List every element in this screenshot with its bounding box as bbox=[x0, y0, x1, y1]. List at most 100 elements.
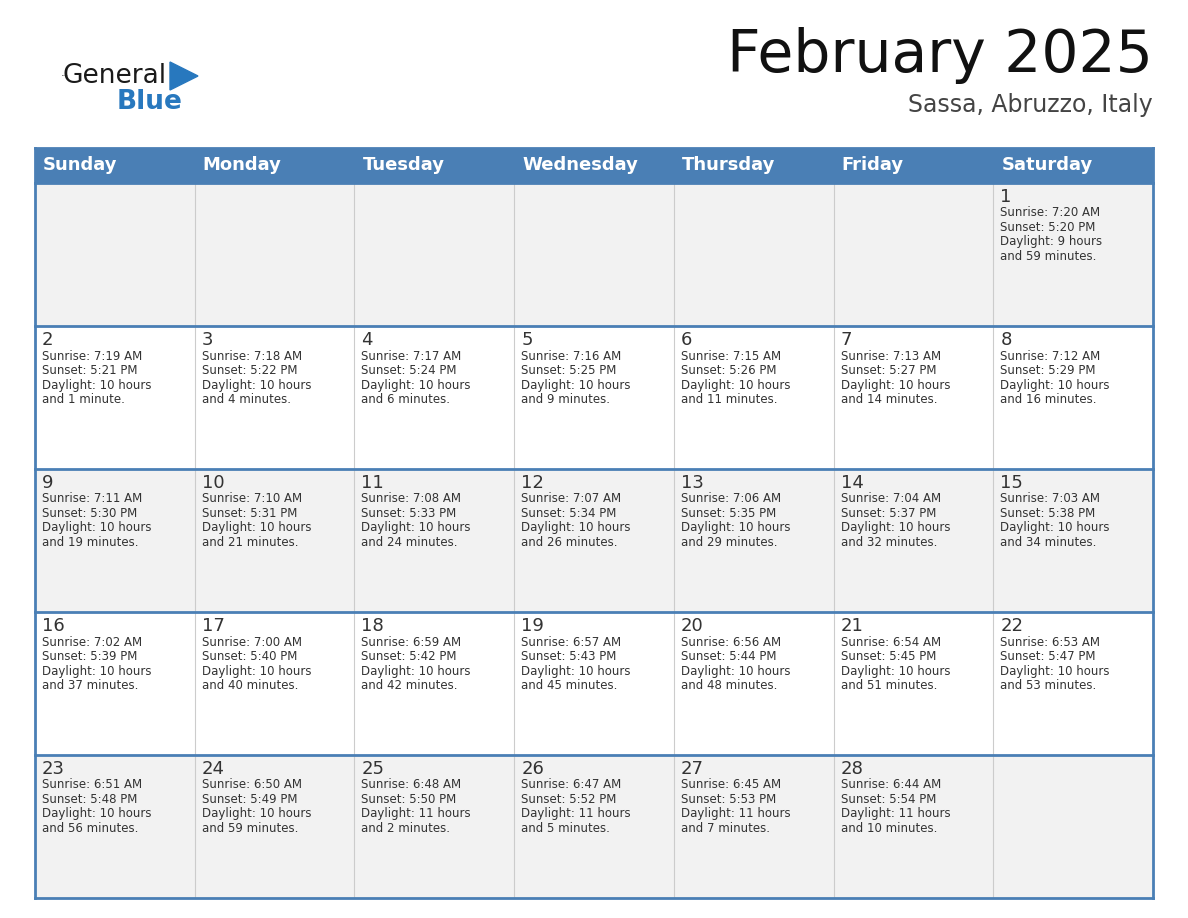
Text: and 26 minutes.: and 26 minutes. bbox=[522, 536, 618, 549]
Text: and 10 minutes.: and 10 minutes. bbox=[841, 822, 937, 835]
Text: Sunset: 5:40 PM: Sunset: 5:40 PM bbox=[202, 650, 297, 663]
Text: Sunset: 5:22 PM: Sunset: 5:22 PM bbox=[202, 364, 297, 377]
Text: and 24 minutes.: and 24 minutes. bbox=[361, 536, 457, 549]
Polygon shape bbox=[170, 62, 198, 90]
Text: Sunrise: 7:20 AM: Sunrise: 7:20 AM bbox=[1000, 207, 1100, 219]
Text: Sunset: 5:31 PM: Sunset: 5:31 PM bbox=[202, 507, 297, 520]
Text: 28: 28 bbox=[841, 760, 864, 778]
Text: Daylight: 10 hours: Daylight: 10 hours bbox=[841, 378, 950, 391]
Text: and 42 minutes.: and 42 minutes. bbox=[361, 679, 457, 692]
Text: Sunrise: 7:07 AM: Sunrise: 7:07 AM bbox=[522, 492, 621, 506]
Text: and 59 minutes.: and 59 minutes. bbox=[202, 822, 298, 835]
Text: 2: 2 bbox=[42, 331, 53, 349]
Text: Sunrise: 7:19 AM: Sunrise: 7:19 AM bbox=[42, 350, 143, 363]
Text: Daylight: 10 hours: Daylight: 10 hours bbox=[841, 665, 950, 677]
Text: 14: 14 bbox=[841, 474, 864, 492]
Text: Sunset: 5:52 PM: Sunset: 5:52 PM bbox=[522, 793, 617, 806]
Text: Thursday: Thursday bbox=[682, 156, 776, 174]
Text: 16: 16 bbox=[42, 617, 65, 635]
Text: and 56 minutes.: and 56 minutes. bbox=[42, 822, 138, 835]
Text: Sunset: 5:50 PM: Sunset: 5:50 PM bbox=[361, 793, 456, 806]
Text: and 51 minutes.: and 51 minutes. bbox=[841, 679, 937, 692]
Text: Sunset: 5:38 PM: Sunset: 5:38 PM bbox=[1000, 507, 1095, 520]
Text: Sunday: Sunday bbox=[43, 156, 118, 174]
Text: Sunrise: 6:53 AM: Sunrise: 6:53 AM bbox=[1000, 635, 1100, 648]
Text: and 21 minutes.: and 21 minutes. bbox=[202, 536, 298, 549]
Text: 17: 17 bbox=[202, 617, 225, 635]
Text: and 1 minute.: and 1 minute. bbox=[42, 393, 125, 406]
Text: Daylight: 10 hours: Daylight: 10 hours bbox=[42, 808, 152, 821]
Text: 23: 23 bbox=[42, 760, 65, 778]
Bar bbox=[34, 612, 1154, 755]
Text: Sunrise: 7:16 AM: Sunrise: 7:16 AM bbox=[522, 350, 621, 363]
Text: Daylight: 10 hours: Daylight: 10 hours bbox=[522, 665, 631, 677]
Text: Daylight: 10 hours: Daylight: 10 hours bbox=[841, 521, 950, 534]
Text: Sunset: 5:29 PM: Sunset: 5:29 PM bbox=[1000, 364, 1095, 377]
Text: #1a1a1a: #1a1a1a bbox=[62, 75, 69, 76]
Text: and 6 minutes.: and 6 minutes. bbox=[361, 393, 450, 406]
Text: 6: 6 bbox=[681, 331, 693, 349]
Text: Daylight: 10 hours: Daylight: 10 hours bbox=[361, 378, 470, 391]
Text: and 2 minutes.: and 2 minutes. bbox=[361, 822, 450, 835]
Text: Sunset: 5:24 PM: Sunset: 5:24 PM bbox=[361, 364, 457, 377]
Text: Sunset: 5:33 PM: Sunset: 5:33 PM bbox=[361, 507, 456, 520]
Text: and 14 minutes.: and 14 minutes. bbox=[841, 393, 937, 406]
Text: Sunset: 5:45 PM: Sunset: 5:45 PM bbox=[841, 650, 936, 663]
Text: Friday: Friday bbox=[841, 156, 904, 174]
Text: and 4 minutes.: and 4 minutes. bbox=[202, 393, 291, 406]
Text: and 48 minutes.: and 48 minutes. bbox=[681, 679, 777, 692]
Text: Sunrise: 7:04 AM: Sunrise: 7:04 AM bbox=[841, 492, 941, 506]
Text: 25: 25 bbox=[361, 760, 385, 778]
Text: Wednesday: Wednesday bbox=[523, 156, 638, 174]
Text: 13: 13 bbox=[681, 474, 703, 492]
Text: Sunrise: 7:06 AM: Sunrise: 7:06 AM bbox=[681, 492, 781, 506]
Text: Daylight: 10 hours: Daylight: 10 hours bbox=[522, 521, 631, 534]
Text: 1: 1 bbox=[1000, 188, 1012, 206]
Text: Sunset: 5:30 PM: Sunset: 5:30 PM bbox=[42, 507, 138, 520]
Text: and 45 minutes.: and 45 minutes. bbox=[522, 679, 618, 692]
Text: 10: 10 bbox=[202, 474, 225, 492]
Text: Sassa, Abruzzo, Italy: Sassa, Abruzzo, Italy bbox=[909, 93, 1154, 117]
Text: 9: 9 bbox=[42, 474, 53, 492]
Text: Daylight: 10 hours: Daylight: 10 hours bbox=[681, 665, 790, 677]
Text: Sunrise: 6:54 AM: Sunrise: 6:54 AM bbox=[841, 635, 941, 648]
Text: Sunrise: 7:13 AM: Sunrise: 7:13 AM bbox=[841, 350, 941, 363]
Text: 11: 11 bbox=[361, 474, 384, 492]
Text: and 9 minutes.: and 9 minutes. bbox=[522, 393, 611, 406]
Text: 5: 5 bbox=[522, 331, 532, 349]
Text: Sunrise: 7:12 AM: Sunrise: 7:12 AM bbox=[1000, 350, 1100, 363]
Text: Sunrise: 7:11 AM: Sunrise: 7:11 AM bbox=[42, 492, 143, 506]
Text: Sunrise: 7:10 AM: Sunrise: 7:10 AM bbox=[202, 492, 302, 506]
Text: Sunrise: 6:50 AM: Sunrise: 6:50 AM bbox=[202, 778, 302, 791]
Text: and 5 minutes.: and 5 minutes. bbox=[522, 822, 609, 835]
Text: Sunrise: 6:47 AM: Sunrise: 6:47 AM bbox=[522, 778, 621, 791]
Text: Daylight: 11 hours: Daylight: 11 hours bbox=[841, 808, 950, 821]
Text: Sunrise: 6:56 AM: Sunrise: 6:56 AM bbox=[681, 635, 781, 648]
Text: Sunrise: 6:59 AM: Sunrise: 6:59 AM bbox=[361, 635, 462, 648]
Text: Sunset: 5:47 PM: Sunset: 5:47 PM bbox=[1000, 650, 1095, 663]
Text: Daylight: 10 hours: Daylight: 10 hours bbox=[361, 665, 470, 677]
Text: 27: 27 bbox=[681, 760, 703, 778]
Text: Sunset: 5:21 PM: Sunset: 5:21 PM bbox=[42, 364, 138, 377]
Text: and 34 minutes.: and 34 minutes. bbox=[1000, 536, 1097, 549]
Text: Daylight: 10 hours: Daylight: 10 hours bbox=[202, 665, 311, 677]
Text: Sunrise: 6:48 AM: Sunrise: 6:48 AM bbox=[361, 778, 462, 791]
Text: Daylight: 10 hours: Daylight: 10 hours bbox=[681, 521, 790, 534]
Text: Daylight: 10 hours: Daylight: 10 hours bbox=[42, 521, 152, 534]
Text: and 32 minutes.: and 32 minutes. bbox=[841, 536, 937, 549]
Text: Sunrise: 6:51 AM: Sunrise: 6:51 AM bbox=[42, 778, 143, 791]
Text: Daylight: 11 hours: Daylight: 11 hours bbox=[361, 808, 472, 821]
Text: and 37 minutes.: and 37 minutes. bbox=[42, 679, 138, 692]
Text: Tuesday: Tuesday bbox=[362, 156, 444, 174]
Text: Sunrise: 7:00 AM: Sunrise: 7:00 AM bbox=[202, 635, 302, 648]
Text: Daylight: 11 hours: Daylight: 11 hours bbox=[681, 808, 790, 821]
Text: Daylight: 10 hours: Daylight: 10 hours bbox=[202, 378, 311, 391]
Text: Sunset: 5:44 PM: Sunset: 5:44 PM bbox=[681, 650, 776, 663]
Text: Monday: Monday bbox=[203, 156, 282, 174]
Text: 21: 21 bbox=[841, 617, 864, 635]
Text: Sunrise: 7:08 AM: Sunrise: 7:08 AM bbox=[361, 492, 461, 506]
Text: Sunset: 5:49 PM: Sunset: 5:49 PM bbox=[202, 793, 297, 806]
Text: Daylight: 9 hours: Daylight: 9 hours bbox=[1000, 236, 1102, 249]
Text: 22: 22 bbox=[1000, 617, 1023, 635]
Text: and 53 minutes.: and 53 minutes. bbox=[1000, 679, 1097, 692]
